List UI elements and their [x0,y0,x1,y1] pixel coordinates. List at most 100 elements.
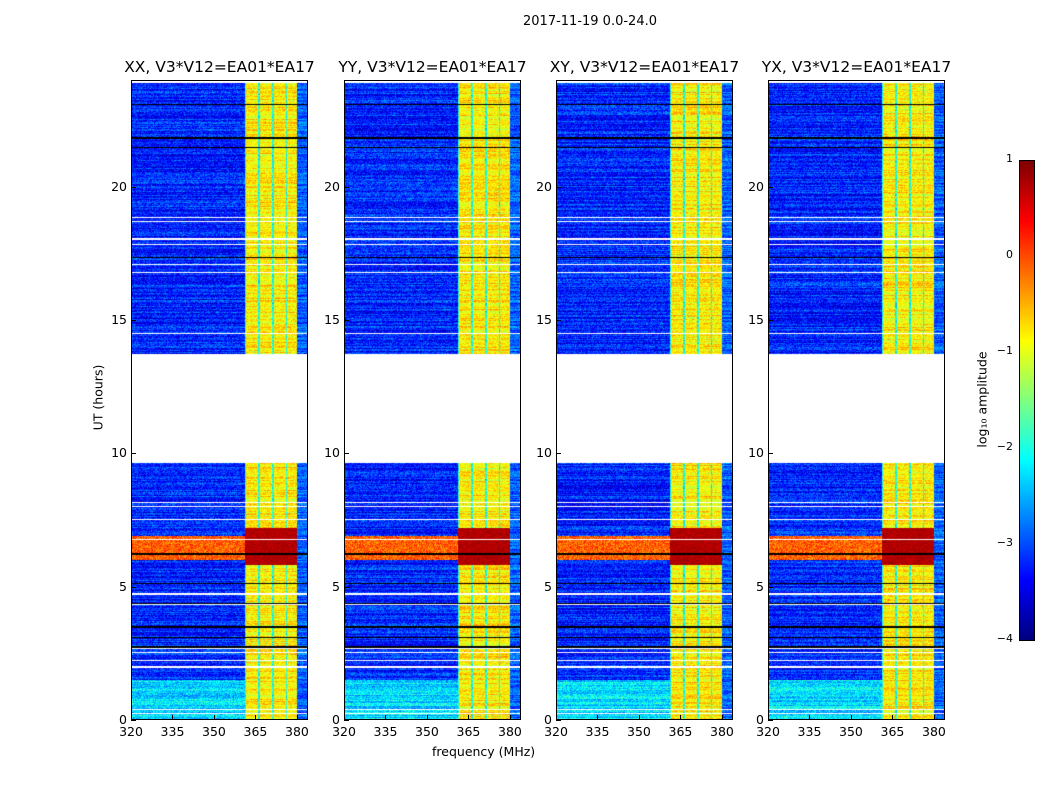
x-tick-mark [468,715,470,720]
y-tick-mark [768,320,773,321]
y-tick-mark [344,453,349,455]
x-tick-label: 380 [710,724,734,739]
x-tick-mark [768,715,769,720]
x-tick-mark [172,715,174,720]
x-tick-mark [213,715,215,720]
colorbar [1019,160,1035,641]
y-tick-mark [344,586,349,588]
y-tick-label: 15 [324,312,340,327]
x-tick-mark [556,715,557,720]
y-tick-mark [768,586,773,588]
y-tick-label: 20 [536,178,552,194]
y-tick-mark [556,320,561,321]
spectrogram-panel [344,80,521,720]
spectrogram-image [132,81,307,719]
x-tick-mark [597,715,599,720]
y-tick-label: 5 [544,578,552,594]
x-tick-mark [131,715,132,720]
x-tick-label: 320 [544,724,568,739]
x-tick-label: 335 [585,724,610,739]
spectrogram-image [557,81,732,719]
y-tick-label: 5 [119,578,127,594]
colorbar-tick-label: −2 [996,440,1013,453]
x-tick-label: 320 [119,724,143,739]
y-tick-label: 10 [536,445,552,461]
y-tick-mark [344,186,349,188]
x-tick-mark [809,715,811,720]
x-tick-mark [426,715,428,720]
y-tick-label: 15 [748,312,764,327]
x-tick-mark [385,715,387,720]
spectrogram-panel [131,80,308,720]
x-tick-label: 380 [498,724,522,739]
x-tick-mark [509,715,511,720]
y-axis-label: UT (hours) [90,364,106,431]
y-tick-label: 10 [111,445,127,461]
x-tick-label: 320 [756,724,780,739]
y-tick-label: 20 [111,178,127,194]
y-tick-mark [131,453,136,455]
x-tick-label: 335 [373,724,398,739]
y-tick-label: 20 [748,178,764,194]
colorbar-tick-label: −1 [996,344,1013,357]
colorbar-tick-label: 1 [1006,152,1013,165]
y-tick-mark [344,320,349,321]
y-tick-label: 0 [332,712,340,727]
x-tick-label: 335 [797,724,822,739]
y-tick-label: 0 [119,712,127,727]
spectrogram-image [769,81,944,719]
y-tick-label: 0 [544,712,552,727]
y-tick-label: 10 [324,445,340,461]
y-tick-mark [344,720,349,721]
y-tick-mark [556,453,561,455]
x-tick-mark [255,715,257,720]
y-tick-mark [556,586,561,588]
x-tick-label: 350 [415,724,439,739]
y-tick-label: 15 [111,312,127,327]
panel-title: XX, V3*V12=EA01*EA17 [124,58,315,76]
spectrogram-image [345,81,520,719]
x-axis-label: frequency (MHz) [432,744,536,759]
y-tick-mark [131,320,136,321]
x-tick-label: 320 [332,724,356,739]
x-tick-label: 350 [202,724,226,739]
colorbar-tick-label: −3 [996,536,1013,549]
x-tick-mark [721,715,723,720]
x-tick-label: 335 [160,724,185,739]
y-tick-mark [556,186,561,188]
y-tick-mark [556,720,561,721]
y-tick-label: 5 [756,578,764,594]
x-tick-label: 350 [839,724,863,739]
x-tick-mark [892,715,894,720]
colorbar-tick-label: −4 [996,632,1013,645]
x-tick-label: 380 [922,724,946,739]
x-tick-label: 365 [668,724,693,739]
panel-title: YY, V3*V12=EA01*EA17 [338,58,527,76]
y-tick-label: 5 [332,578,340,594]
x-tick-label: 350 [627,724,651,739]
y-tick-label: 15 [536,312,552,327]
y-tick-label: 20 [324,178,340,194]
y-tick-mark [131,186,136,188]
spectrogram-panel [768,80,945,720]
x-tick-label: 365 [456,724,481,739]
x-tick-mark [296,715,298,720]
spectrogram-panel [556,80,733,720]
y-tick-label: 0 [756,712,764,727]
y-tick-mark [131,586,136,588]
y-tick-mark [768,720,773,721]
panel-title: XY, V3*V12=EA01*EA17 [549,58,740,76]
x-tick-label: 380 [285,724,309,739]
y-tick-label: 10 [748,445,764,461]
x-tick-label: 365 [880,724,905,739]
y-tick-mark [131,720,136,721]
x-tick-mark [933,715,935,720]
x-tick-label: 365 [243,724,268,739]
x-tick-mark [638,715,640,720]
colorbar-gradient [1020,161,1034,640]
colorbar-tick-label: 0 [1006,248,1013,261]
panel-title: YX, V3*V12=EA01*EA17 [761,58,952,76]
y-tick-mark [768,186,773,188]
y-tick-mark [768,453,773,455]
